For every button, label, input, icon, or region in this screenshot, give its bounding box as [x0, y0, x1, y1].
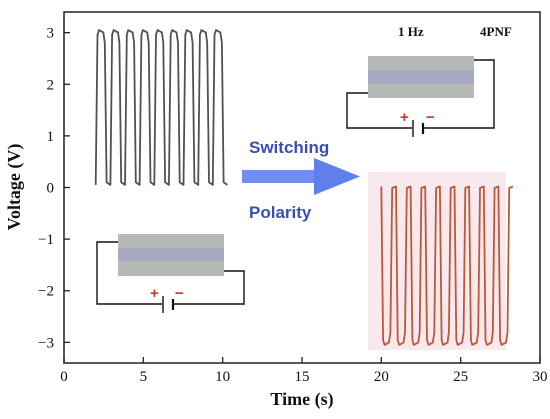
x-tick-label: 25	[453, 369, 468, 385]
polarity-plus-bottom: +	[150, 285, 159, 302]
x-tick-labels: 0 5 10 15 20 25 30	[60, 369, 547, 385]
x-tick-label: 5	[140, 369, 148, 385]
device-schematic-top	[346, 56, 495, 137]
x-tick-label: 20	[374, 369, 389, 385]
device-schematic-bottom	[96, 234, 245, 313]
x-tick-label: 15	[295, 369, 310, 385]
negative-voltage-series	[380, 185, 514, 346]
y-tick-label: 3	[47, 26, 55, 42]
polarity-minus-top: −	[426, 109, 435, 126]
y-tick-labels: 3 2 1 0 −1 −2 −3	[38, 26, 54, 352]
x-tick-label: 0	[60, 369, 68, 385]
polarity-plus-top: +	[400, 109, 409, 126]
y-tick-label: −3	[38, 335, 54, 351]
y-tick-label: −2	[38, 284, 54, 300]
sample-label: 4PNF	[480, 24, 512, 39]
switching-arrow	[242, 158, 360, 195]
y-tick-label: −1	[38, 232, 54, 248]
polarity-minus-bottom: −	[175, 285, 184, 302]
x-tick-label: 30	[533, 369, 548, 385]
x-axis-title: Time (s)	[270, 389, 333, 410]
y-tick-label: 1	[47, 129, 55, 145]
y-tick-label: 2	[47, 77, 55, 93]
y-tick-label: 0	[47, 181, 55, 197]
arrow-label-switching: Switching	[249, 138, 329, 157]
axis-ticks	[63, 31, 541, 363]
x-tick-label: 10	[215, 369, 230, 385]
positive-voltage-series	[94, 29, 228, 186]
arrow-label-polarity: Polarity	[249, 203, 312, 222]
y-axis-title: Voltage (V)	[4, 144, 25, 231]
frequency-label: 1 Hz	[398, 24, 424, 39]
